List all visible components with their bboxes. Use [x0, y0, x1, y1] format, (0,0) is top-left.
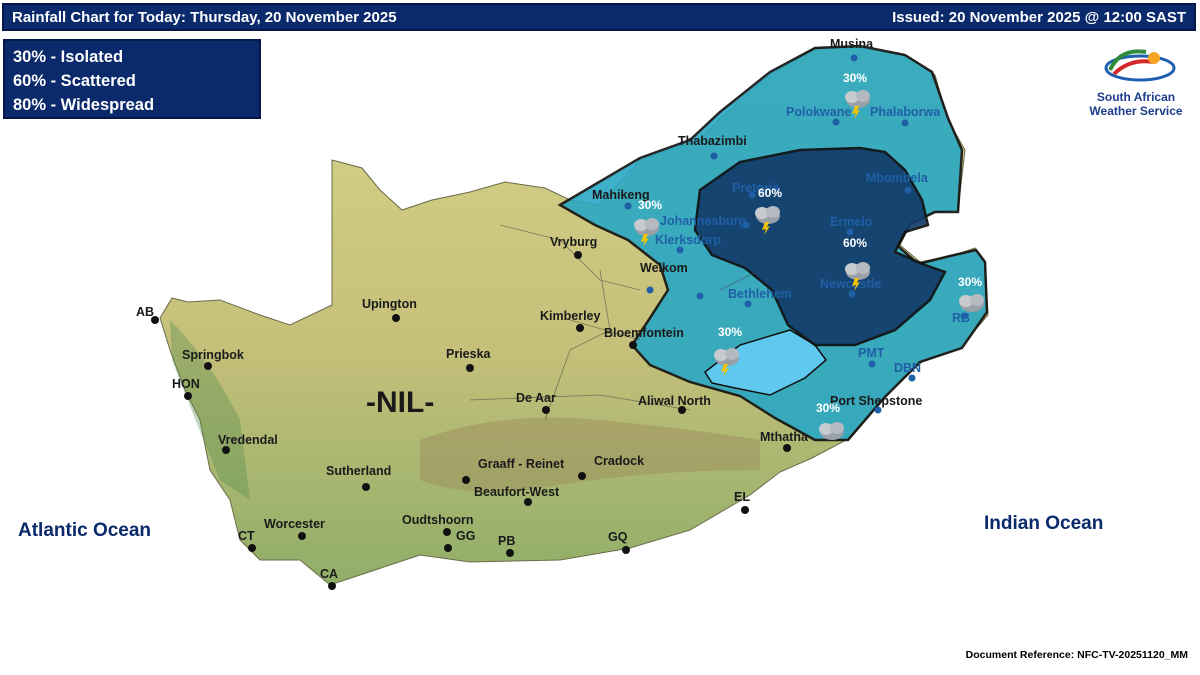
indian-ocean-label: Indian Ocean	[984, 513, 1104, 534]
city-markers: AB Springbok HON Vredendal Upington Prie…	[136, 37, 922, 590]
city-dbn: DBN	[894, 361, 921, 375]
city-gg: GG	[456, 529, 475, 543]
saws-logo-emblem	[1104, 49, 1176, 82]
city-phalaborwa: Phalaborwa	[870, 105, 941, 119]
city-vredendal: Vredendal	[218, 433, 278, 447]
prob-label-northeast: 30%	[843, 71, 867, 85]
thunderstorm-icon-northeast	[845, 90, 870, 119]
city-vryburg: Vryburg	[550, 235, 597, 249]
city-upington: Upington	[362, 297, 417, 311]
legend-isolated: 30% - Isolated	[13, 48, 124, 66]
city-cradock: Cradock	[594, 454, 644, 468]
nil-label: -NIL-	[366, 386, 434, 419]
blue-city-markers: Polokwane Phalaborwa Pretoria Mbombela J…	[624, 54, 970, 414]
city-hon: HON	[172, 377, 200, 391]
prob-label-northwest: 30%	[638, 198, 662, 212]
thunderstorm-icon-gauteng	[755, 206, 780, 235]
prob-label-ec-coast: 30%	[816, 401, 840, 415]
city-johannesburg: Johannesburg	[660, 214, 746, 228]
city-ca: CA	[320, 567, 338, 581]
city-worcester: Worcester	[264, 517, 325, 531]
city-sutherland: Sutherland	[326, 464, 391, 478]
city-ct: CT	[238, 529, 255, 543]
relief-shading-west	[170, 320, 250, 500]
city-klerksdorp: Klerksdorp	[655, 233, 721, 247]
city-springbok: Springbok	[182, 348, 244, 362]
thunderstorm-icon-richards-bay	[959, 294, 984, 312]
prob-label-gauteng: 60%	[758, 186, 782, 200]
city-newcastle: Newcastle	[820, 277, 881, 291]
saws-logo: South African Weather Service	[1080, 40, 1192, 122]
logo-line1: South African	[1096, 90, 1176, 104]
document-reference: Document Reference: NFC-TV-20251120_MM	[965, 649, 1188, 661]
header-bar: Rainfall Chart for Today: Thursday, 20 N…	[2, 3, 1196, 31]
city-mbombela: Mbombela	[866, 171, 929, 185]
city-polokwane: Polokwane	[786, 105, 851, 119]
city-mthatha: Mthatha	[760, 430, 809, 444]
city-beaufort-west: Beaufort-West	[474, 485, 560, 499]
city-rb: RB	[952, 311, 970, 325]
city-de-aar: De Aar	[516, 391, 556, 405]
city-port-shepstone: Port Shepstone	[830, 394, 922, 408]
prob-label-richards-bay: 30%	[958, 275, 982, 289]
city-welkom: Welkom	[640, 261, 688, 275]
probability-legend: 30% - Isolated 60% - Scattered 80% - Wid…	[3, 39, 261, 119]
city-graaff-reinet: Graaff - Reinet	[478, 457, 565, 471]
prob-label-kzn-north: 60%	[843, 236, 867, 250]
logo-line2: Weather Service	[1089, 104, 1183, 118]
city-thabazimbi: Thabazimbi	[678, 134, 747, 148]
thunderstorm-icon-northwest	[634, 218, 659, 247]
city-gq: GQ	[608, 530, 628, 544]
city-ab: AB	[136, 305, 154, 319]
city-oudtshoorn: Oudtshoorn	[402, 513, 474, 527]
chart-title: Rainfall Chart for Today: Thursday, 20 N…	[12, 8, 397, 26]
zone-30-lesotho	[703, 329, 828, 396]
relief-shading	[420, 417, 760, 492]
province-border	[469, 224, 761, 421]
city-prieska: Prieska	[446, 347, 492, 361]
city-aliwal-north: Aliwal North	[638, 394, 711, 408]
thunderstorm-icon-ec-coast	[819, 422, 844, 440]
city-pb: PB	[498, 534, 515, 548]
city-pretoria: Pretoria	[732, 181, 780, 195]
zone-60	[693, 146, 947, 347]
legend-scattered: 60% - Scattered	[13, 72, 136, 90]
city-pmt: PMT	[858, 346, 885, 360]
city-musina: Musina	[830, 37, 874, 51]
atlantic-ocean-label: Atlantic Ocean	[18, 520, 152, 541]
city-mahikeng: Mahikeng	[592, 188, 650, 202]
thunderstorm-icon-kzn-north	[845, 262, 870, 291]
city-bethlehem: Bethlehem	[728, 287, 792, 301]
city-ermelo: Ermelo	[830, 215, 873, 229]
prob-label-lesotho: 30%	[718, 325, 742, 339]
thunderstorm-icon-lesotho	[714, 348, 739, 377]
legend-widespread: 80% - Widespread	[13, 96, 155, 114]
city-el: EL	[734, 490, 750, 504]
city-kimberley: Kimberley	[540, 309, 600, 323]
city-bloemfontein: Bloemfontein	[604, 326, 684, 340]
issued-time: Issued: 20 November 2025 @ 12:00 SAST	[892, 8, 1186, 26]
